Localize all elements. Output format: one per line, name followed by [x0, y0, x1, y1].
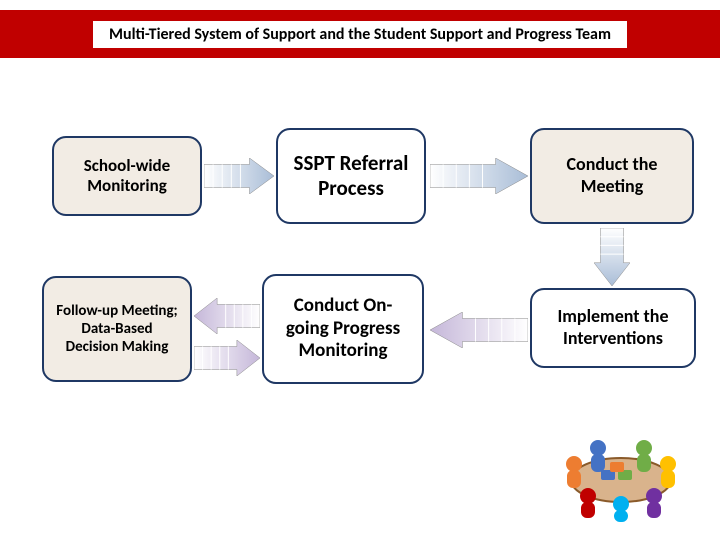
meeting-illustration-icon: [546, 412, 696, 522]
page-title: Multi-Tiered System of Support and the S…: [93, 21, 627, 48]
box-school-wide-monitoring: School-wide Monitoring: [52, 136, 202, 216]
box-progress-monitoring: Conduct On-going Progress Monitoring: [262, 274, 424, 384]
title-bar: Multi-Tiered System of Support and the S…: [0, 10, 720, 58]
arrow-5: [194, 298, 260, 334]
arrow-1: [204, 158, 274, 194]
arrow-6: [194, 340, 260, 376]
arrow-3-down: [594, 228, 630, 286]
box-implement-interventions: Implement the Interventions: [530, 288, 696, 368]
box-followup-meeting: Follow-up Meeting; Data-Based Decision M…: [42, 276, 192, 382]
arrow-4: [430, 312, 528, 348]
box-sspt-referral: SSPT Referral Process: [276, 128, 426, 224]
box-conduct-meeting: Conduct the Meeting: [530, 128, 694, 224]
arrow-2: [430, 158, 528, 194]
